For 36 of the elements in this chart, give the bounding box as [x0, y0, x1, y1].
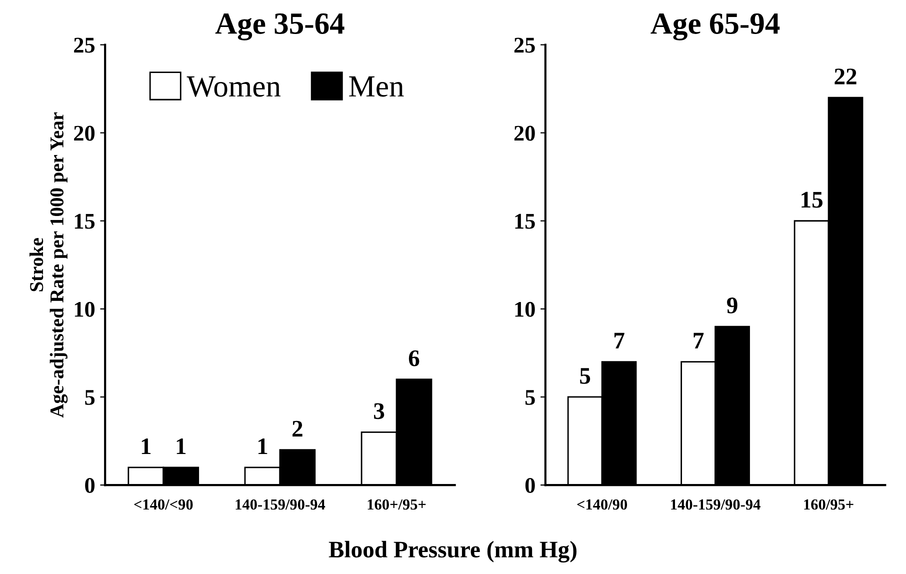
data-label: 3 [374, 403, 384, 420]
x-tick-label: 160/95+ [804, 499, 854, 510]
y-axis-title: Stroke Age-adjusted Rate per 1000 per Year [29, 112, 68, 418]
x-tick-label: 140-159/90-94 [236, 499, 326, 510]
y-tick-label: 20 [514, 126, 535, 141]
data-label: 22 [834, 68, 856, 84]
y-tick-label: 25 [514, 38, 535, 53]
legend-label: Men [349, 76, 404, 97]
data-label: 6 [408, 350, 420, 366]
y-tick-label: 10 [74, 302, 95, 317]
data-label: 2 [292, 420, 302, 436]
y-tick-label: 0 [525, 478, 535, 493]
y-tick-label: 10 [515, 302, 535, 317]
x-tick-label: <140/<90 [134, 499, 193, 510]
chart-title: Age 35-64 [215, 13, 344, 40]
x-axis-title: Blood Pressure (mm Hg) [328, 540, 576, 563]
x-tick-label: 140-159/90-94 [671, 499, 760, 510]
data-label: 1 [258, 438, 268, 454]
data-label: 7 [694, 332, 704, 348]
x-tick-label: 160+/95+ [368, 499, 426, 510]
y-tick-label: 0 [85, 478, 95, 493]
data-label: 9 [727, 298, 738, 314]
data-label: 1 [142, 438, 151, 454]
y-tick-label: 20 [74, 126, 95, 141]
x-tick-label: <140/90 [577, 499, 628, 510]
y-tick-label: 25 [74, 38, 95, 53]
y-tick-label: 5 [85, 390, 95, 405]
y-tick-label: 15 [74, 214, 95, 229]
data-label: 1 [176, 438, 186, 454]
data-label: 15 [802, 192, 822, 208]
data-label: 5 [580, 368, 590, 384]
data-label: 7 [614, 332, 624, 348]
chart-title: Age 65-94 [650, 13, 780, 40]
y-tick-label: 15 [515, 214, 535, 229]
legend-label: Women [186, 76, 281, 97]
y-tick-label: 5 [525, 390, 535, 405]
